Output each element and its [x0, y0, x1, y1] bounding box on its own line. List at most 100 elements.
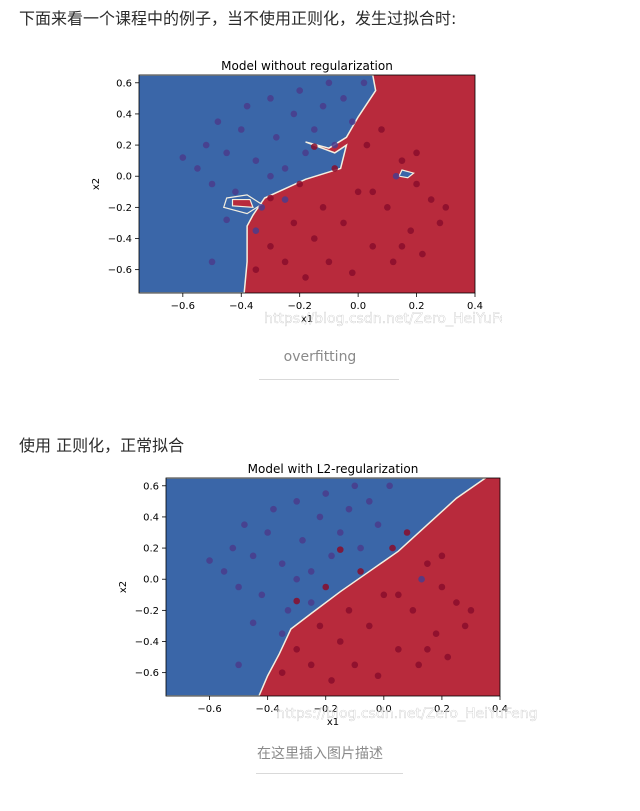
data-point-class0	[392, 172, 400, 180]
data-point-class0	[206, 557, 213, 564]
data-point-class0	[208, 258, 216, 266]
data-point-class1	[267, 242, 274, 250]
data-point-class1	[395, 591, 402, 599]
data-point-class0	[340, 95, 347, 102]
data-point-class0	[281, 196, 289, 203]
data-point-class1	[453, 599, 460, 606]
plot-frame	[138, 74, 476, 294]
x-tick-label: −0.4	[256, 704, 280, 715]
data-point-class1	[380, 591, 388, 599]
x-tick-label: 0.4	[467, 301, 483, 312]
data-point-class1	[293, 645, 300, 653]
y-tick-label: −0.6	[135, 668, 159, 679]
data-point-class0	[331, 141, 339, 149]
data-point-class1	[424, 645, 431, 653]
y-tick-label: 0.0	[143, 575, 159, 586]
data-point-class0	[290, 110, 298, 118]
data-point-class1	[378, 126, 385, 133]
data-point-class0	[270, 505, 277, 513]
data-point-class0	[202, 141, 210, 149]
x-axis-label: x1	[301, 314, 313, 325]
x-tick-label: 0.0	[376, 704, 392, 715]
data-point-class1	[331, 165, 339, 172]
data-point-class1	[281, 258, 289, 266]
data-point-class1	[467, 607, 475, 614]
data-point-class0	[249, 619, 257, 627]
data-point-class1	[322, 583, 330, 591]
data-point-class0	[348, 118, 356, 126]
data-point-class0	[278, 630, 286, 638]
data-point-class0	[237, 126, 245, 133]
regularized-figure: Model with L2-regularization −0.6 −0.4 −0.2…	[106, 458, 556, 730]
data-point-class1	[336, 638, 344, 645]
x-tick-label: −0.2	[288, 301, 312, 312]
data-point-class0	[293, 498, 300, 505]
data-point-class0	[322, 490, 330, 497]
data-point-class0	[345, 505, 353, 513]
data-point-class1	[438, 583, 446, 591]
data-point-class1	[436, 219, 444, 227]
data-point-class0	[325, 79, 333, 87]
data-point-class0	[360, 79, 368, 87]
x-tick-label: −0.2	[314, 704, 338, 715]
x-tick-label: 0.2	[409, 301, 425, 312]
data-point-class1	[389, 258, 397, 266]
data-point-class1	[424, 560, 431, 567]
data-point-class1	[278, 669, 286, 676]
y-tick-label: 0.6	[143, 481, 159, 492]
data-point-class1	[311, 143, 318, 150]
data-point-class1	[415, 661, 422, 669]
data-point-class0	[267, 95, 274, 102]
data-point-class0	[316, 513, 324, 521]
data-point-class0	[235, 583, 242, 591]
data-point-class0	[418, 575, 425, 583]
data-point-class0	[386, 482, 393, 490]
data-point-class0	[284, 607, 292, 614]
data-point-class0	[307, 568, 315, 575]
data-point-class0	[328, 552, 335, 560]
data-point-class1	[398, 242, 406, 250]
y-tick-label: 0.0	[116, 172, 132, 183]
y-tick-label: −0.4	[135, 637, 159, 648]
data-point-class0	[214, 118, 222, 126]
plot-frame	[165, 477, 501, 697]
data-point-class1	[363, 141, 371, 149]
data-point-class0	[258, 591, 266, 599]
data-point-class1	[325, 258, 333, 266]
x-tick-label: 0.2	[434, 704, 450, 715]
data-point-class1	[328, 677, 335, 684]
data-point-class1	[348, 269, 356, 277]
data-point-class0	[357, 544, 364, 552]
data-point-class0	[311, 126, 318, 133]
data-point-class1	[427, 196, 435, 203]
data-point-class1	[389, 544, 396, 552]
data-point-class1	[444, 653, 452, 661]
decision-island	[398, 169, 415, 179]
data-point-class1	[354, 188, 362, 196]
data-point-class0	[267, 172, 274, 180]
data-point-class0	[229, 544, 237, 552]
data-point-class1	[369, 188, 377, 196]
y-tick-label: −0.2	[108, 203, 132, 214]
y-tick-label: 0.4	[116, 109, 132, 120]
caption-divider-1	[259, 379, 399, 380]
x-tick-label: −0.6	[171, 301, 195, 312]
data-point-class1	[395, 645, 402, 653]
data-point-class0	[281, 165, 289, 172]
data-point-class0	[366, 498, 373, 505]
y-tick-label: 0.2	[116, 141, 132, 152]
data-point-class1	[409, 607, 417, 614]
data-point-class1	[442, 204, 450, 211]
section2-paragraph: 使用 正则化，正常拟合	[19, 436, 185, 455]
data-point-class0	[232, 188, 239, 196]
data-point-class1	[403, 529, 411, 536]
data-point-class0	[179, 154, 187, 161]
data-point-class1	[319, 204, 327, 211]
regularized-chart: Model with L2-regularization −0.6 −0.4 −0.2…	[118, 462, 538, 728]
data-point-class0	[235, 661, 242, 669]
data-point-class0	[307, 599, 315, 606]
data-point-class1	[302, 274, 309, 281]
data-point-class0	[273, 133, 280, 141]
data-point-class1	[296, 180, 303, 188]
data-point-class1	[369, 242, 377, 250]
